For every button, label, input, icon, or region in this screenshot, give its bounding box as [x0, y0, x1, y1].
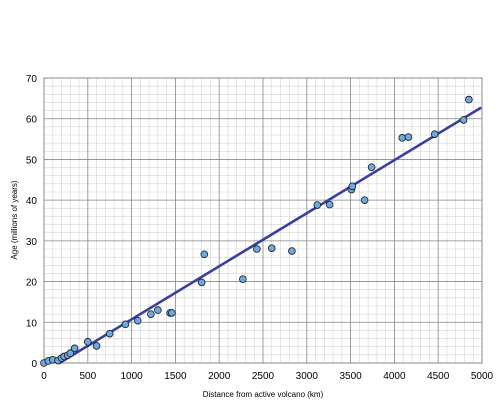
y-tick-label: 20	[26, 278, 38, 289]
data-points	[40, 95, 473, 367]
y-axis-ticks: 0 10 20 30 40 50 60 70	[26, 74, 38, 370]
data-point	[459, 116, 468, 124]
x-axis-label: Distance from active volcano (km)	[203, 390, 324, 399]
x-tick-label: 2000	[208, 371, 231, 382]
data-point	[253, 245, 261, 253]
data-point	[288, 247, 296, 255]
data-point	[121, 320, 130, 329]
x-tick-label: 3500	[339, 371, 362, 382]
data-point	[348, 182, 357, 191]
data-point	[430, 130, 439, 138]
y-tick-label: 10	[26, 318, 38, 329]
trendline-group	[58, 106, 482, 365]
data-point	[147, 310, 155, 318]
data-point	[84, 338, 92, 346]
x-tick-label: 4000	[383, 371, 406, 382]
x-tick-label: 500	[79, 371, 96, 382]
data-point	[197, 278, 206, 287]
x-tick-label: 0	[41, 371, 47, 382]
data-point	[267, 244, 276, 252]
data-point	[398, 134, 407, 142]
trendline	[58, 106, 482, 365]
x-tick-label: 5000	[471, 371, 494, 382]
x-tick-label: 4500	[427, 371, 450, 382]
data-point	[360, 196, 369, 204]
data-point	[154, 306, 162, 314]
y-axis-label: Age (millions of years)	[10, 180, 19, 259]
major-grid	[43, 77, 483, 364]
x-tick-label: 3000	[296, 371, 319, 382]
data-point	[200, 250, 209, 259]
data-point	[70, 344, 79, 353]
data-point	[133, 316, 142, 325]
data-point	[168, 309, 176, 317]
y-tick-label: 60	[26, 115, 38, 126]
data-point	[105, 329, 114, 338]
x-tick-label: 1000	[120, 371, 143, 382]
data-point	[92, 342, 101, 350]
data-point	[404, 133, 413, 141]
x-axis-ticks: 0 500 1000 1500 2000 2500 3000 3500 4000 4500 5000	[41, 371, 493, 382]
data-point	[325, 200, 334, 209]
y-tick-label: 50	[26, 155, 38, 166]
y-tick-label: 40	[26, 196, 38, 207]
data-point	[239, 275, 247, 283]
data-point	[465, 95, 473, 104]
x-tick-label: 2500	[252, 371, 275, 382]
data-point	[367, 163, 376, 171]
y-tick-label: 70	[26, 74, 38, 85]
data-point	[313, 201, 322, 209]
y-tick-label: 0	[31, 359, 37, 370]
x-tick-label: 1500	[164, 371, 187, 382]
data-point	[66, 349, 75, 358]
y-tick-label: 30	[26, 237, 38, 248]
